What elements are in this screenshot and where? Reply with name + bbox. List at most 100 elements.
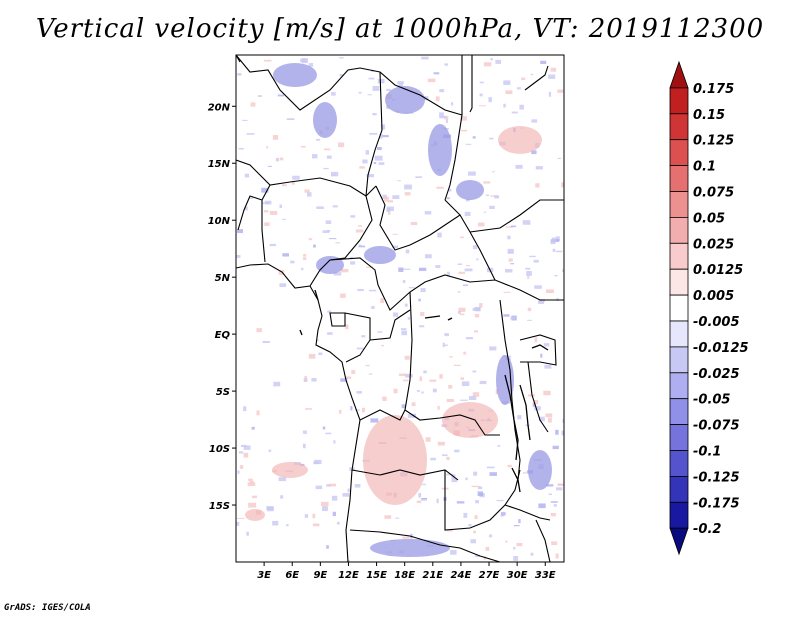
field-speckle bbox=[535, 183, 540, 188]
field-speckle bbox=[304, 514, 309, 518]
field-speckle bbox=[507, 464, 512, 468]
field-speckle bbox=[281, 184, 287, 187]
field-speckle bbox=[451, 477, 458, 483]
field-speckle bbox=[312, 154, 318, 159]
field-speckle bbox=[550, 67, 557, 72]
map-panel bbox=[235, 54, 565, 563]
field-speckle bbox=[261, 187, 269, 193]
field-speckle bbox=[503, 80, 511, 85]
field-speckle bbox=[420, 497, 427, 501]
field-speckle bbox=[366, 174, 374, 178]
field-speckle bbox=[472, 392, 480, 397]
field-speckle bbox=[468, 524, 472, 527]
field-speckle bbox=[244, 206, 248, 211]
field-speckle bbox=[486, 466, 495, 469]
field-speckle bbox=[410, 221, 418, 226]
field-speckle bbox=[548, 91, 552, 97]
field-speckle bbox=[435, 265, 441, 268]
field-speckle bbox=[237, 229, 244, 234]
field-speckle bbox=[251, 426, 255, 430]
colorbar-label: -0.125 bbox=[693, 470, 740, 485]
field-speckle bbox=[483, 181, 491, 184]
colorbar-box bbox=[669, 294, 689, 322]
field-speckle bbox=[238, 451, 244, 454]
colorbar-label: -0.075 bbox=[693, 419, 740, 434]
field-speckle bbox=[551, 237, 557, 243]
field-speckle bbox=[378, 162, 385, 165]
field-speckle bbox=[247, 482, 256, 486]
latitude-axis: 20N 15N 10N 5N EQ 5S 10S 15S bbox=[208, 102, 236, 512]
field-speckle bbox=[402, 280, 406, 284]
field-speckle bbox=[333, 440, 336, 444]
field-speckle bbox=[386, 88, 391, 91]
colorbar-box bbox=[669, 320, 689, 348]
field-speckle bbox=[369, 132, 378, 135]
field-speckle bbox=[513, 546, 516, 550]
field-speckle bbox=[557, 483, 564, 486]
colorbar-label: 0.1 bbox=[693, 160, 716, 175]
field-speckle bbox=[407, 414, 416, 418]
field-speckle bbox=[354, 484, 361, 488]
field-speckle bbox=[465, 143, 472, 145]
field-speckle bbox=[444, 63, 449, 66]
field-speckle bbox=[322, 506, 328, 512]
field-speckle bbox=[267, 165, 272, 167]
field-speckle bbox=[357, 288, 364, 292]
field-speckle bbox=[377, 78, 385, 84]
field-speckle bbox=[401, 404, 407, 409]
field-speckle bbox=[246, 133, 255, 135]
field-speckle bbox=[510, 225, 517, 228]
field-speckle bbox=[446, 197, 450, 200]
field-speckle bbox=[313, 461, 319, 465]
field-speckle bbox=[500, 515, 504, 517]
field-speckle bbox=[386, 105, 390, 110]
field-speckle bbox=[461, 129, 468, 132]
field-speckle bbox=[256, 328, 262, 333]
field-speckle bbox=[479, 380, 487, 385]
field-speckle bbox=[471, 485, 480, 488]
lat-tick-label: 15N bbox=[208, 159, 231, 170]
field-speckle bbox=[450, 550, 457, 555]
field-speckle bbox=[279, 204, 282, 209]
field-speckle bbox=[479, 81, 484, 84]
field-speckle bbox=[236, 521, 240, 526]
field-speckle bbox=[238, 147, 244, 150]
field-speckle bbox=[236, 255, 241, 258]
field-speckle bbox=[436, 186, 444, 189]
field-speckle bbox=[286, 118, 295, 120]
field-speckle bbox=[444, 115, 449, 120]
field-speckle bbox=[266, 506, 274, 510]
field-speckle bbox=[531, 150, 537, 155]
field-speckle bbox=[355, 409, 360, 411]
field-speckle bbox=[473, 471, 478, 476]
field-speckle bbox=[374, 155, 383, 161]
field-speckle bbox=[248, 502, 257, 508]
field-speckle bbox=[460, 116, 467, 121]
field-speckle bbox=[543, 343, 550, 347]
field-speckle bbox=[470, 539, 476, 544]
colorbar-box bbox=[669, 60, 689, 89]
field-speckle bbox=[548, 493, 552, 496]
field-speckle bbox=[373, 162, 377, 165]
field-speckle bbox=[372, 113, 377, 116]
field-speckle bbox=[557, 157, 561, 160]
field-speckle bbox=[543, 390, 551, 396]
field-speckle bbox=[483, 211, 487, 213]
field-speckle bbox=[503, 314, 510, 317]
colorbar-box bbox=[669, 87, 689, 115]
colorbar-box bbox=[669, 501, 689, 529]
field-speckle bbox=[421, 391, 424, 394]
field-speckle bbox=[429, 379, 437, 382]
field-speckle bbox=[532, 402, 537, 407]
field-speckle bbox=[525, 267, 531, 270]
field-speckle bbox=[398, 373, 407, 377]
field-speckle bbox=[332, 511, 336, 517]
field-speckle bbox=[474, 515, 478, 520]
field-speckle bbox=[457, 263, 463, 265]
colorbar: 0.175 0.15 0.125 0.1 0.075 0.05 0.025 0.0125 0.0… bbox=[669, 60, 749, 556]
field-speckle bbox=[237, 470, 240, 474]
field-speckle bbox=[377, 331, 383, 333]
field-speckle bbox=[337, 142, 345, 148]
field-speckle bbox=[437, 441, 445, 446]
field-speckle bbox=[248, 478, 253, 481]
